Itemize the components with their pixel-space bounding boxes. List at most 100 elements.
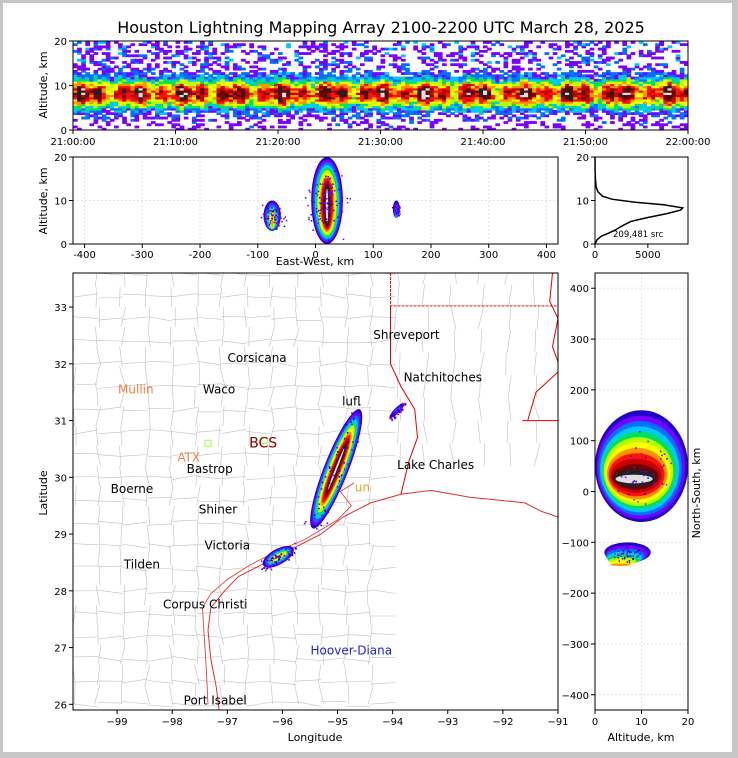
ew-source-point — [399, 213, 401, 215]
city-label: Boerne — [111, 482, 154, 496]
time-height-pixel — [323, 116, 328, 120]
time-height-pixel — [405, 114, 410, 118]
time-height-pixel — [105, 101, 111, 104]
time-height-pixel — [212, 87, 218, 91]
time-height-pixel — [573, 89, 578, 93]
time-height-pixel — [651, 114, 656, 118]
time-height-pixel — [519, 47, 525, 51]
time-height-pixel — [77, 101, 82, 104]
time-height-pixel — [364, 74, 369, 78]
time-height-pixel — [462, 105, 468, 109]
ns-source-point — [622, 550, 625, 553]
time-height-pixel — [429, 72, 435, 75]
time-height-pixel — [286, 105, 291, 109]
time-height-pixel — [364, 69, 369, 73]
time-height-pixel — [405, 98, 410, 102]
time-height-pixel — [249, 45, 254, 49]
time-height-pixel — [253, 83, 259, 87]
time-height-pixel — [319, 85, 324, 89]
time-height-pixel — [372, 47, 377, 51]
county-line — [292, 273, 300, 705]
time-height-pixel — [261, 67, 267, 71]
time-height-pixel — [647, 101, 652, 104]
time-height-pixel — [462, 96, 468, 100]
time-height-pixel — [232, 96, 238, 100]
time-height-pixel — [191, 101, 197, 104]
time-height-pixel — [380, 78, 386, 82]
time-height-pixel — [290, 114, 295, 118]
time-height-pixel — [503, 112, 509, 116]
ns-source-point — [614, 553, 616, 555]
time-height-pixel — [458, 45, 464, 49]
time-height-pixel — [409, 109, 414, 113]
time-height-pixel — [392, 89, 398, 93]
time-height-pixel — [601, 92, 607, 95]
time-height-pixel — [405, 96, 410, 100]
time-height-pixel — [105, 98, 111, 102]
time-height-pixel — [470, 107, 476, 111]
time-height-pixel — [368, 105, 373, 109]
time-height-pixel — [581, 45, 587, 49]
time-height-pixel — [556, 61, 562, 64]
time-height-pixel — [142, 112, 148, 116]
time-height-pixel — [618, 72, 623, 75]
time-height-pixel — [487, 78, 492, 82]
time-height-pixel — [105, 54, 111, 58]
time-height-pixel — [667, 74, 673, 78]
time-height-pixel — [228, 98, 234, 102]
time-height-pixel — [282, 121, 287, 124]
time-height-pixel — [425, 107, 431, 111]
time-height-pixel — [290, 116, 295, 120]
time-height-pixel — [630, 123, 636, 127]
ns-source-point — [618, 560, 621, 562]
time-height-pixel — [101, 74, 107, 78]
time-height-pixel — [212, 52, 218, 55]
time-height-pixel — [417, 87, 423, 91]
plan-source-point — [277, 559, 280, 561]
time-height-pixel — [606, 45, 611, 49]
time-height-pixel — [663, 116, 669, 120]
time-height-pixel — [470, 83, 476, 87]
time-height-pixel — [577, 94, 582, 98]
time-height-pixel — [282, 85, 287, 89]
time-height-pixel — [466, 81, 472, 84]
ew-source-point — [334, 189, 336, 192]
time-height-pixel — [396, 125, 402, 129]
time-height-pixel — [532, 89, 537, 93]
time-height-pixel — [647, 76, 652, 80]
time-height-pixel — [237, 92, 242, 95]
time-height-pixel — [228, 72, 234, 75]
time-height-pixel — [118, 98, 123, 102]
time-height-pixel — [515, 118, 521, 122]
time-height-pixel — [372, 87, 377, 91]
time-height-pixel — [364, 87, 369, 91]
time-height-pixel — [372, 52, 377, 55]
time-height-pixel — [73, 85, 78, 89]
time-height-pixel — [376, 78, 382, 82]
ns-source-point — [661, 466, 663, 469]
time-height-pixel — [421, 109, 427, 113]
time-height-pixel — [401, 87, 406, 91]
time-height-pixel — [376, 76, 382, 80]
time-height-pixel — [544, 109, 550, 113]
time-height-pixel — [306, 45, 312, 49]
time-height-pixel — [187, 107, 193, 111]
time-height-pixel — [675, 92, 681, 95]
time-height-pixel — [220, 52, 226, 55]
time-height-pixel — [273, 69, 279, 73]
time-height-pixel — [200, 85, 205, 89]
time-height-pixel — [159, 49, 164, 53]
time-height-pixel — [146, 49, 152, 53]
ew-source-point — [328, 194, 331, 197]
time-height-pixel — [417, 98, 423, 102]
time-height-pixel — [212, 72, 218, 75]
time-height-pixel — [372, 107, 377, 111]
time-height-pixel — [532, 94, 537, 98]
time-height-pixel — [491, 114, 496, 118]
time-height-pixel — [155, 109, 160, 113]
time-height-pixel — [196, 94, 201, 98]
time-height-pixel — [167, 112, 172, 116]
time-height-pixel — [495, 103, 500, 107]
lon-tick-label: −92 — [492, 717, 513, 728]
time-height-pixel — [417, 103, 423, 107]
